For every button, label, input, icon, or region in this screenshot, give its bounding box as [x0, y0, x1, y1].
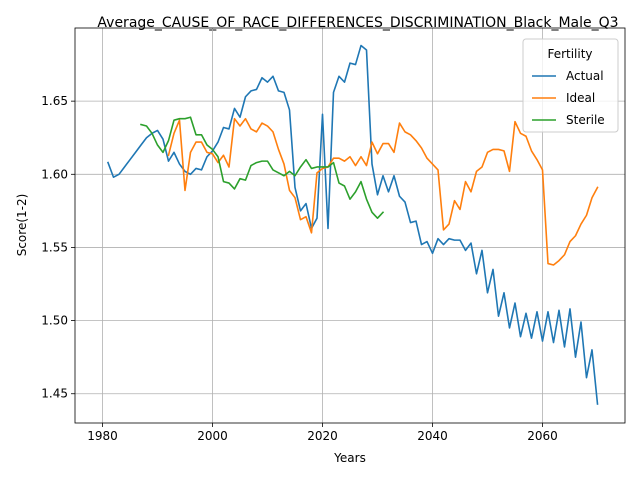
chart-title: Average_CAUSE_OF_RACE_DIFFERENCES_DISCRI… — [97, 15, 618, 31]
series-line-ideal — [167, 117, 599, 266]
x-tick-label: 2040 — [417, 429, 448, 443]
x-tick-label: 2020 — [307, 429, 338, 443]
y-tick-label: 1.60 — [41, 167, 68, 181]
legend: Fertility Actual Ideal Sterile — [522, 38, 619, 133]
x-tick-label: 2000 — [197, 429, 228, 443]
series-line-sterile — [140, 116, 385, 219]
legend-label-sterile: Sterile — [566, 113, 605, 127]
legend-box — [522, 38, 619, 133]
y-tick-label: 1.55 — [41, 240, 68, 254]
series-layer — [106, 44, 599, 405]
legend-label-actual: Actual — [566, 69, 604, 83]
legend-label-ideal: Ideal — [566, 91, 595, 105]
y-tick-label: 1.50 — [41, 314, 68, 328]
legend-title: Fertility — [547, 47, 592, 61]
axis-ticks: 1980 2000 2020 2040 2060 1.45 1.50 1.55 1.60 1.65 — [41, 94, 557, 443]
x-axis-label: Years — [333, 451, 366, 465]
y-axis-label: Score(1-2) — [15, 194, 29, 257]
x-tick-label: 2060 — [527, 429, 558, 443]
y-tick-label: 1.65 — [41, 94, 68, 108]
x-tick-label: 1980 — [87, 429, 118, 443]
y-tick-label: 1.45 — [41, 387, 68, 401]
series-line-actual — [106, 44, 599, 405]
plot-frame — [74, 27, 626, 424]
